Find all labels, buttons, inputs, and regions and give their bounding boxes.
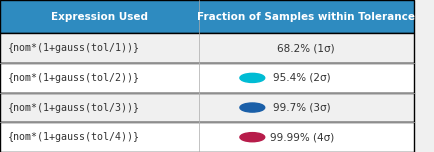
FancyBboxPatch shape	[0, 33, 413, 63]
FancyBboxPatch shape	[0, 93, 413, 122]
Circle shape	[240, 73, 264, 83]
Text: 95.4% (2σ): 95.4% (2σ)	[273, 73, 330, 83]
Text: {nom*(1+gauss(tol/1))}: {nom*(1+gauss(tol/1))}	[8, 43, 140, 53]
Text: {nom*(1+gauss(tol/3))}: {nom*(1+gauss(tol/3))}	[8, 103, 140, 112]
FancyBboxPatch shape	[0, 0, 413, 33]
Text: 99.99% (4σ): 99.99% (4σ)	[269, 132, 333, 142]
Text: 99.7% (3σ): 99.7% (3σ)	[273, 103, 330, 112]
Text: {nom*(1+gauss(tol/4))}: {nom*(1+gauss(tol/4))}	[8, 132, 140, 142]
Text: Expression Used: Expression Used	[51, 12, 148, 22]
Text: Fraction of Samples within Tolerance: Fraction of Samples within Tolerance	[197, 12, 414, 22]
Circle shape	[240, 103, 264, 112]
Text: 68.2% (1σ): 68.2% (1σ)	[276, 43, 334, 53]
FancyBboxPatch shape	[0, 122, 413, 152]
FancyBboxPatch shape	[0, 63, 413, 93]
Text: {nom*(1+gauss(tol/2))}: {nom*(1+gauss(tol/2))}	[8, 73, 140, 83]
Circle shape	[240, 133, 264, 142]
